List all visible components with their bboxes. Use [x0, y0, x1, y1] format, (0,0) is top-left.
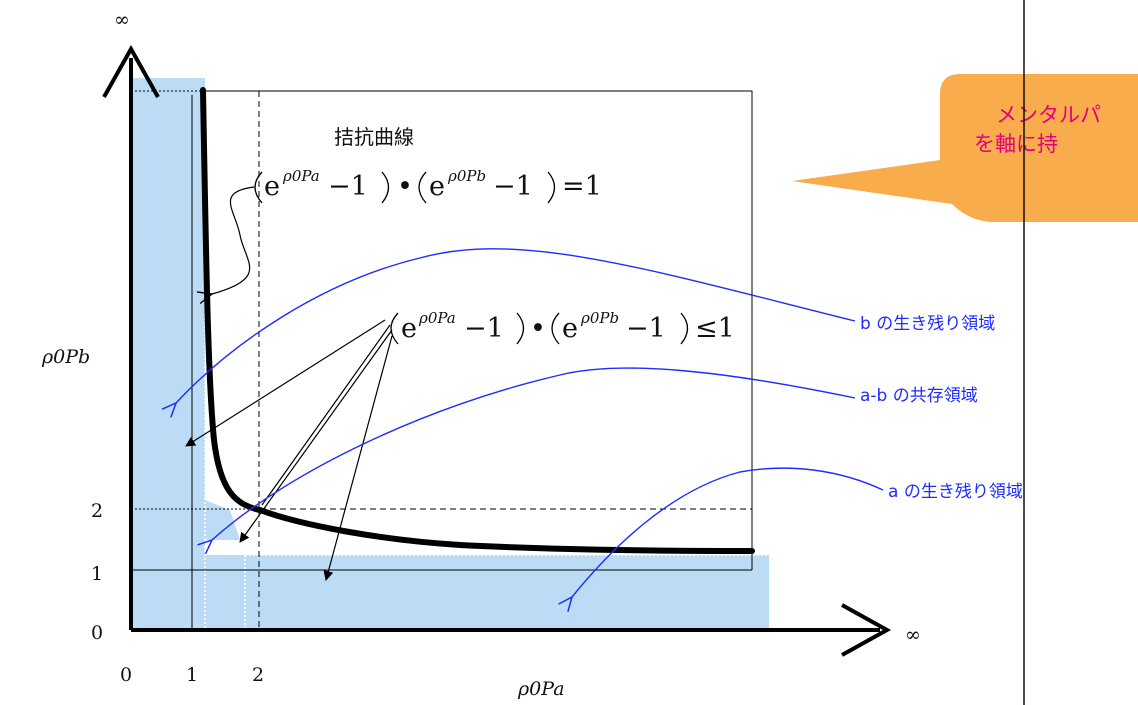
formula-equality: e ρ0Pa −1 • e ρ0Pb −1 =1: [254, 167, 602, 204]
svg-text:=1: =1: [562, 171, 602, 202]
b-survival-label: b の生き残り領域: [860, 314, 995, 334]
x-axis-arrowhead: [841, 603, 892, 657]
svg-text:≤1: ≤1: [695, 313, 735, 344]
svg-text:ρ0Pa: ρ0Pa: [282, 167, 320, 185]
corner-region-fill: [205, 440, 240, 540]
svg-text:e: e: [429, 171, 445, 202]
svg-text:−1: −1: [464, 313, 504, 344]
svg-text:−1: −1: [626, 313, 666, 344]
curve-title: 拮抗曲線: [334, 125, 414, 149]
y-tick-0: 0: [91, 622, 103, 644]
callout-line-1: メンタルパ: [996, 103, 1101, 127]
callout-bubble: メンタルパ を軸に持: [792, 74, 1138, 222]
y-axis-arrowhead: [102, 44, 160, 98]
svg-text:−1: −1: [493, 171, 533, 202]
svg-text:e: e: [401, 313, 417, 344]
a-survival-label: a の生き残り領域: [888, 482, 1023, 502]
svg-text:•: •: [397, 171, 413, 202]
plot-frame: [205, 90, 753, 570]
svg-text:ρ0Pb: ρ0Pb: [447, 167, 486, 185]
coexistence-label: a-b の共存領域: [860, 386, 978, 406]
callout-line-2: を軸に持: [974, 132, 1058, 156]
svg-text:•: •: [530, 313, 546, 344]
svg-text:ρ0Pb: ρ0Pb: [580, 309, 619, 327]
antagonism-curve: [200, 87, 755, 554]
y-infinity: ∞: [114, 9, 130, 31]
equality-pointer-line: [196, 186, 255, 305]
x-tick-1: 1: [186, 664, 198, 686]
a-survival-region-fill: [131, 555, 769, 630]
x-tick-0: 0: [120, 664, 132, 686]
y-tick-1: 1: [91, 563, 103, 585]
y-tick-2: 2: [91, 500, 103, 522]
svg-text:−1: −1: [328, 171, 368, 202]
svg-text:e: e: [264, 171, 280, 202]
svg-text:e: e: [562, 313, 578, 344]
formula-inequality: e ρ0Pa −1 • e ρ0Pb −1 ≤1: [390, 309, 735, 345]
b-survival-region-fill: [131, 78, 205, 630]
y-axis-label: ρ0Pb: [41, 346, 90, 368]
x-tick-2: 2: [252, 664, 264, 686]
x-axis-label: ρ0Pa: [517, 678, 565, 700]
blue-pointer-lines: [161, 248, 884, 612]
svg-text:ρ0Pa: ρ0Pa: [418, 309, 456, 327]
x-infinity: ∞: [905, 624, 921, 646]
inequality-pointer-lines: [185, 319, 393, 581]
